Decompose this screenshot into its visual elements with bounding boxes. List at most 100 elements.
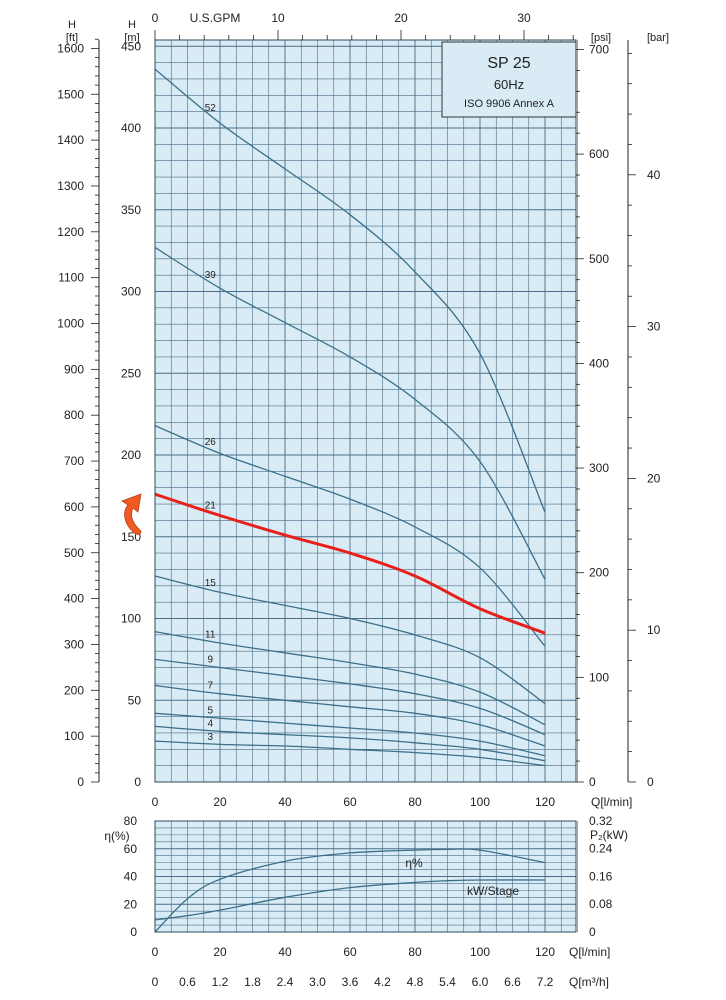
bar-tick-label: 10	[647, 623, 661, 637]
eta-tick-label: 20	[124, 897, 138, 911]
curve-stages-21	[154, 492, 546, 635]
psi-tick-label: 600	[589, 147, 609, 161]
title-box: SP 25 60Hz ISO 9906 Annex A	[441, 41, 577, 118]
model-name: SP 25	[487, 55, 530, 72]
gpm-tick-label: 10	[271, 11, 285, 25]
q-lmin-tick-label: 20	[213, 795, 227, 809]
q-m3h-tick-label: 1.2	[212, 975, 229, 989]
gpm-tick-label: 30	[517, 11, 531, 25]
curve-stages-11	[154, 630, 546, 726]
bar-tick-label: 30	[647, 320, 661, 334]
curve-power-per-stage	[154, 879, 546, 921]
eta-tick-label: 60	[124, 842, 138, 856]
psi-tick-label: 400	[589, 356, 609, 370]
m-tick-label: 300	[121, 285, 141, 299]
q-lmin-tick-label: 100	[470, 945, 490, 959]
q-m3h-tick-label: 6.6	[504, 975, 521, 989]
curve-stages-15	[154, 575, 546, 705]
q-m3h-tick-label: 0	[152, 975, 159, 989]
eta-tick-label: 40	[124, 870, 138, 884]
curve-label-5: 5	[207, 705, 213, 716]
q-m3h-tick-label: 5.4	[439, 975, 456, 989]
ft-tick-label: 200	[64, 683, 84, 697]
q-m3h-tick-label: 7.2	[537, 975, 554, 989]
bar-tick-label: 20	[647, 471, 661, 485]
q-m3h-tick-label: 4.2	[374, 975, 391, 989]
q-lmin-tick-label: 120	[535, 945, 555, 959]
psi-tick-label: 100	[589, 670, 609, 684]
m-tick-label: 100	[121, 612, 141, 626]
ft-axis-unit: [ft]	[66, 32, 78, 44]
psi-tick-label: 700	[589, 42, 609, 56]
ft-tick-label: 1400	[57, 133, 84, 147]
gpm-tick-label: 20	[394, 11, 408, 25]
q-lmin-tick-label: 40	[278, 945, 292, 959]
curve-label-7: 7	[207, 680, 213, 691]
q-lmin-tick-label: 100	[470, 795, 490, 809]
q-lmin-tick-label: 0	[152, 795, 159, 809]
curve-stages-52	[154, 68, 546, 513]
curve-stages-39	[154, 246, 546, 580]
m-tick-label: 50	[128, 693, 142, 707]
eta-axis-title: η(%)	[104, 829, 129, 843]
bar-axis-title: [bar]	[647, 32, 669, 44]
curve-stages-9	[154, 658, 546, 736]
m-tick-label: 250	[121, 366, 141, 380]
curve-label-21: 21	[205, 500, 217, 511]
power-curve-label: kW/Stage	[467, 884, 519, 898]
m-tick-label: 350	[121, 203, 141, 217]
p2-tick-label: 0	[589, 925, 596, 939]
efficiency-curve-label: η%	[405, 856, 423, 870]
psi-tick-label: 500	[589, 252, 609, 266]
curve-label-26: 26	[205, 437, 217, 448]
curve-label-11: 11	[205, 629, 216, 640]
curve-label-52: 52	[205, 103, 217, 114]
q-lmin-tick-label: 0	[152, 945, 159, 959]
psi-tick-label: 200	[589, 566, 609, 580]
eta-tick-label: 0	[130, 925, 137, 939]
curve-stages-4	[154, 725, 546, 762]
q-lmin-tick-label: 60	[343, 945, 357, 959]
psi-tick-label: 0	[589, 775, 596, 789]
curved-arrow-icon	[121, 493, 142, 535]
ft-tick-label: 1300	[57, 179, 84, 193]
psi-axis-title: [psi]	[591, 32, 611, 44]
curve-label-9: 9	[207, 654, 213, 665]
head-curves	[154, 68, 546, 767]
ft-tick-label: 1200	[57, 225, 84, 239]
q-lmin-axis-title: Q[l/min]	[569, 945, 610, 959]
m-tick-label: 0	[134, 775, 141, 789]
q-lmin-tick-label: 120	[535, 795, 555, 809]
ft-tick-label: 1100	[58, 271, 84, 285]
ft-tick-label: 400	[64, 592, 84, 606]
q-lmin-tick-label: 40	[278, 795, 292, 809]
q-m3h-tick-label: 1.8	[244, 975, 261, 989]
curve-label-15: 15	[205, 578, 217, 589]
ft-tick-label: 500	[64, 546, 84, 560]
q-m3h-tick-label: 3.6	[342, 975, 359, 989]
q-m3h-tick-label: 2.4	[277, 975, 294, 989]
ft-tick-label: 1600	[57, 41, 84, 55]
efficiency-plot-frame	[154, 820, 577, 933]
p2-axis-title: P₂(kW)	[590, 828, 628, 842]
m-tick-label: 400	[121, 121, 141, 135]
bar-tick-label: 40	[647, 168, 661, 182]
p2-tick-label: 0.08	[589, 897, 613, 911]
curve-label-4: 4	[207, 719, 213, 730]
ft-tick-label: 1500	[57, 87, 84, 101]
ft-tick-label: 300	[64, 637, 84, 651]
q-lmin-tick-label: 80	[408, 945, 422, 959]
q-m3h-tick-label: 4.8	[407, 975, 424, 989]
head-plot-frame	[154, 39, 577, 783]
p2-tick-label: 0.24	[589, 842, 613, 856]
curve-stages-7	[154, 684, 546, 747]
bar-tick-label: 0	[647, 775, 654, 789]
ft-tick-label: 900	[64, 362, 84, 376]
q-lmin-tick-label: 60	[343, 795, 357, 809]
efficiency-power-curves: η% kW/Stage	[154, 848, 546, 933]
curve-label-39: 39	[205, 270, 217, 281]
curve-label-3: 3	[207, 732, 213, 743]
ft-tick-label: 800	[64, 408, 84, 422]
ft-tick-label: 100	[64, 729, 84, 743]
